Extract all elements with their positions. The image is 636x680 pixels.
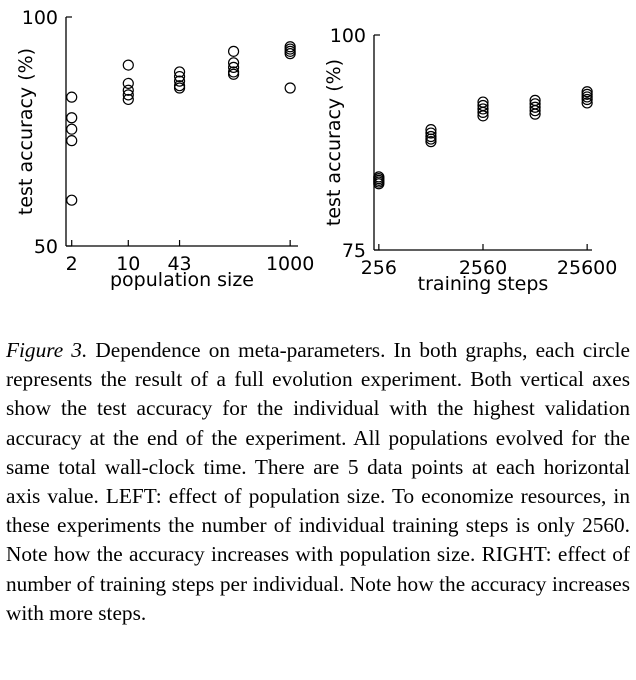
- right-chart: 75 100 256 2560 25600 training steps test accu…: [323, 25, 617, 295]
- data-point: [173, 66, 186, 78]
- x-tick-label: 10: [116, 253, 140, 275]
- data-point: [66, 194, 78, 206]
- data-point: [284, 82, 296, 94]
- data-point: [122, 93, 134, 106]
- data-point: [122, 89, 134, 101]
- x-tick-label: 43: [167, 253, 191, 275]
- x-axis-label: training steps: [418, 273, 549, 295]
- y-tick-label: 50: [34, 236, 58, 258]
- x-tick-label: 256: [361, 257, 397, 279]
- data-point: [173, 70, 186, 83]
- data-point: [373, 178, 385, 190]
- data-point: [227, 45, 240, 57]
- data-point: [425, 130, 437, 143]
- data-point: [227, 57, 240, 69]
- data-point: [477, 110, 489, 122]
- left-chart: 50 100 2 10 43 1000 population size test accura…: [15, 7, 314, 291]
- caption-body: Dependence on meta-parameters. In both g…: [6, 338, 630, 625]
- x-tick-label: 25600: [557, 257, 617, 279]
- data-point: [227, 61, 240, 73]
- y-tick-label: 100: [22, 7, 58, 29]
- data-point: [122, 84, 134, 96]
- x-tick-label: 2: [66, 253, 78, 275]
- data-point: [66, 91, 78, 103]
- data-point: [581, 91, 593, 103]
- y-tick-label: 100: [330, 25, 366, 47]
- data-point: [529, 108, 541, 120]
- data-point: [581, 93, 593, 106]
- data-point: [66, 112, 78, 124]
- figure-caption: Figure 3. Dependence on meta-parameters.…: [6, 336, 630, 628]
- data-point: [227, 68, 240, 80]
- data-point: [477, 103, 489, 115]
- x-axis-label: population size: [110, 269, 254, 291]
- x-tick-label: 2560: [459, 257, 507, 279]
- data-point: [122, 59, 134, 71]
- data-point: [581, 88, 593, 100]
- y-axis-label: test accuracy (%): [323, 59, 345, 226]
- data-point: [581, 86, 593, 98]
- data-point: [173, 82, 186, 94]
- y-tick-label: 75: [342, 240, 366, 262]
- data-point: [529, 105, 541, 117]
- data-point: [425, 133, 437, 145]
- data-point: [529, 101, 541, 113]
- data-point: [425, 127, 437, 139]
- data-point: [122, 77, 134, 90]
- data-point: [425, 136, 437, 148]
- data-point: [477, 106, 489, 119]
- figure-panels: 50 100 2 10 43 1000 population size test accura…: [15, 7, 617, 295]
- x-tick-label: 1000: [266, 253, 314, 275]
- y-axis-label: test accuracy (%): [15, 48, 37, 215]
- caption-lead: Figure 3.: [6, 338, 88, 362]
- data-point: [66, 135, 78, 147]
- data-point: [66, 123, 78, 135]
- data-point: [284, 48, 296, 60]
- data-point: [581, 97, 593, 109]
- data-point: [173, 75, 186, 87]
